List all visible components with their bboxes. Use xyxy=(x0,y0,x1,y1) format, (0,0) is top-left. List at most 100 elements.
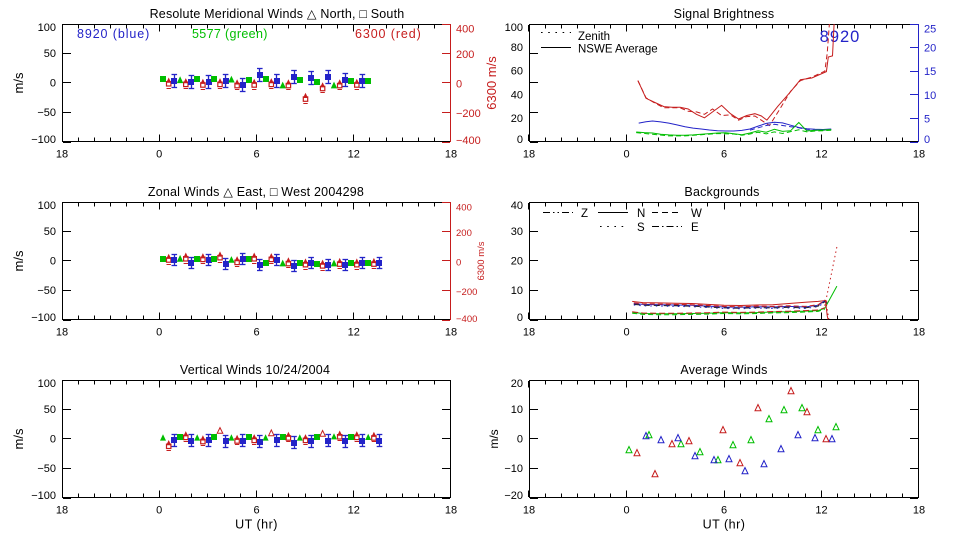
svg-text:m/s: m/s xyxy=(11,72,26,93)
svg-text:6300 m/s: 6300 m/s xyxy=(484,56,499,110)
svg-text:−100: −100 xyxy=(31,312,56,324)
svg-text:6: 6 xyxy=(721,149,727,161)
svg-text:−200: −200 xyxy=(456,287,477,298)
svg-text:−100: −100 xyxy=(31,134,56,146)
svg-text:6: 6 xyxy=(253,149,259,161)
svg-text:18: 18 xyxy=(913,149,925,161)
svg-text:30: 30 xyxy=(511,226,523,238)
svg-text:200: 200 xyxy=(456,228,472,239)
svg-text:100: 100 xyxy=(505,22,523,34)
svg-text:0: 0 xyxy=(156,327,162,339)
svg-text:12: 12 xyxy=(815,327,827,339)
svg-text:UT (hr): UT (hr) xyxy=(703,518,746,532)
svg-text:S: S xyxy=(637,222,645,234)
svg-text:20: 20 xyxy=(511,256,523,268)
svg-text:Resolute Meridional Winds △ No: Resolute Meridional Winds △ North, □ Sou… xyxy=(150,7,405,21)
svg-text:18: 18 xyxy=(56,149,68,161)
svg-text:8920: 8920 xyxy=(820,28,861,46)
svg-text:Vertical Winds 10/24/2004: Vertical Winds 10/24/2004 xyxy=(180,363,330,377)
svg-text:6: 6 xyxy=(721,327,727,339)
svg-text:12: 12 xyxy=(348,327,360,339)
svg-text:6: 6 xyxy=(721,505,727,517)
svg-text:0: 0 xyxy=(623,149,629,161)
svg-text:400: 400 xyxy=(456,24,474,36)
svg-text:25: 25 xyxy=(924,24,936,36)
svg-text:18: 18 xyxy=(445,149,457,161)
svg-text:−200: −200 xyxy=(456,108,481,120)
svg-text:18: 18 xyxy=(445,327,457,339)
svg-text:0: 0 xyxy=(50,434,56,446)
svg-text:m/s: m/s xyxy=(487,429,501,448)
svg-text:18: 18 xyxy=(523,505,535,517)
svg-text:0: 0 xyxy=(623,505,629,517)
svg-text:6: 6 xyxy=(253,505,259,517)
svg-text:18: 18 xyxy=(56,327,68,339)
svg-text:20: 20 xyxy=(511,378,523,390)
svg-text:Z: Z xyxy=(581,208,588,220)
svg-text:18: 18 xyxy=(913,327,925,339)
svg-text:50: 50 xyxy=(44,48,56,60)
svg-text:Zenith: Zenith xyxy=(578,31,610,43)
svg-text:5: 5 xyxy=(924,113,930,125)
svg-text:5577 (green): 5577 (green) xyxy=(192,27,268,41)
svg-text:100: 100 xyxy=(38,22,56,34)
svg-text:10: 10 xyxy=(511,404,523,416)
svg-text:10: 10 xyxy=(924,90,936,102)
svg-text:18: 18 xyxy=(913,505,925,517)
svg-text:12: 12 xyxy=(348,149,360,161)
svg-text:−50: −50 xyxy=(37,107,56,119)
svg-text:0: 0 xyxy=(517,134,523,146)
svg-text:80: 80 xyxy=(511,42,523,54)
svg-text:0: 0 xyxy=(156,505,162,517)
svg-text:m/s: m/s xyxy=(11,428,26,449)
svg-text:Zonal Winds △ East, □ West 200: Zonal Winds △ East, □ West 2004298 xyxy=(148,185,364,199)
svg-text:−100: −100 xyxy=(31,490,56,502)
svg-text:0: 0 xyxy=(924,134,930,146)
svg-text:0: 0 xyxy=(156,149,162,161)
svg-text:0: 0 xyxy=(517,434,523,446)
svg-text:18: 18 xyxy=(523,327,535,339)
svg-text:−400: −400 xyxy=(456,135,481,147)
svg-text:400: 400 xyxy=(456,203,472,214)
svg-text:18: 18 xyxy=(445,505,457,517)
svg-text:100: 100 xyxy=(38,200,56,212)
svg-text:100: 100 xyxy=(38,378,56,390)
svg-text:18: 18 xyxy=(523,149,535,161)
svg-text:6300 m/s: 6300 m/s xyxy=(476,241,487,280)
svg-text:60: 60 xyxy=(511,66,523,78)
svg-text:Average Winds: Average Winds xyxy=(680,363,767,377)
svg-text:50: 50 xyxy=(44,404,56,416)
svg-text:15: 15 xyxy=(924,66,936,78)
svg-text:0: 0 xyxy=(50,256,56,268)
svg-text:Signal Brightness: Signal Brightness xyxy=(674,7,775,21)
svg-text:0: 0 xyxy=(456,79,462,91)
svg-text:12: 12 xyxy=(815,149,827,161)
svg-text:N: N xyxy=(637,208,645,220)
svg-text:40: 40 xyxy=(511,200,523,212)
svg-text:0: 0 xyxy=(456,258,461,269)
svg-text:200: 200 xyxy=(456,49,474,61)
svg-text:18: 18 xyxy=(56,505,68,517)
svg-text:40: 40 xyxy=(511,89,523,101)
svg-text:−20: −20 xyxy=(504,490,523,502)
svg-text:−400: −400 xyxy=(456,314,477,325)
svg-text:E: E xyxy=(691,222,699,234)
svg-text:6: 6 xyxy=(253,327,259,339)
svg-text:12: 12 xyxy=(348,505,360,517)
svg-text:20: 20 xyxy=(924,43,936,55)
svg-text:0: 0 xyxy=(517,312,523,324)
svg-text:NSWE Average: NSWE Average xyxy=(578,44,658,56)
svg-text:0: 0 xyxy=(623,327,629,339)
svg-text:Backgrounds: Backgrounds xyxy=(684,185,759,199)
svg-text:−50: −50 xyxy=(37,285,56,297)
svg-text:8920 (blue): 8920 (blue) xyxy=(77,27,150,41)
svg-text:12: 12 xyxy=(815,505,827,517)
svg-text:UT (hr): UT (hr) xyxy=(235,518,278,532)
svg-text:−10: −10 xyxy=(504,463,523,475)
svg-text:10: 10 xyxy=(511,285,523,297)
svg-text:20: 20 xyxy=(511,113,523,125)
svg-text:m/s: m/s xyxy=(11,250,26,271)
svg-text:50: 50 xyxy=(44,226,56,238)
svg-text:−50: −50 xyxy=(37,463,56,475)
svg-text:W: W xyxy=(691,208,702,220)
